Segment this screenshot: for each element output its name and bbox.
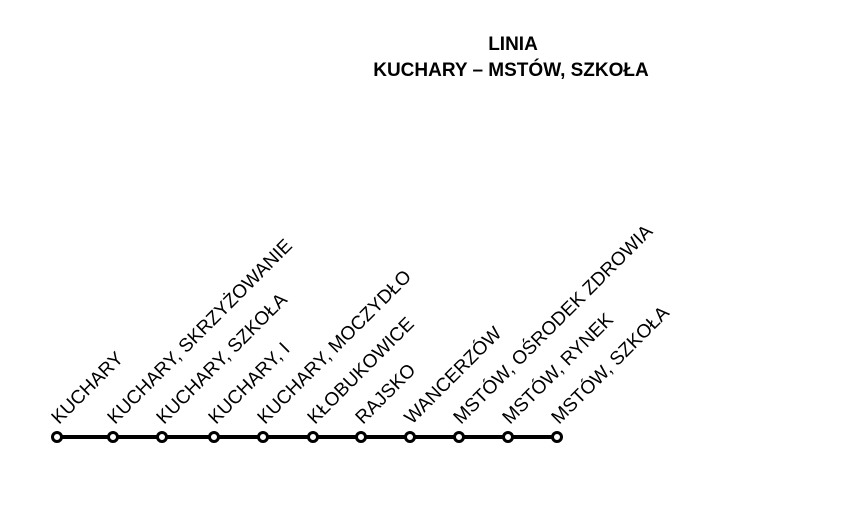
route-title: KUCHARY – MSTÓW, SZKOŁA <box>373 59 649 81</box>
stop-marker <box>257 431 269 443</box>
stop-marker <box>453 431 465 443</box>
stop-marker <box>107 431 119 443</box>
title: LINIA <box>488 34 538 55</box>
stop-marker <box>404 431 416 443</box>
stop-marker <box>51 431 63 443</box>
stop-marker <box>156 431 168 443</box>
stop-marker <box>208 431 220 443</box>
stop-marker <box>502 431 514 443</box>
stop-marker <box>551 431 563 443</box>
stop-marker <box>307 431 319 443</box>
stop-marker <box>355 431 367 443</box>
